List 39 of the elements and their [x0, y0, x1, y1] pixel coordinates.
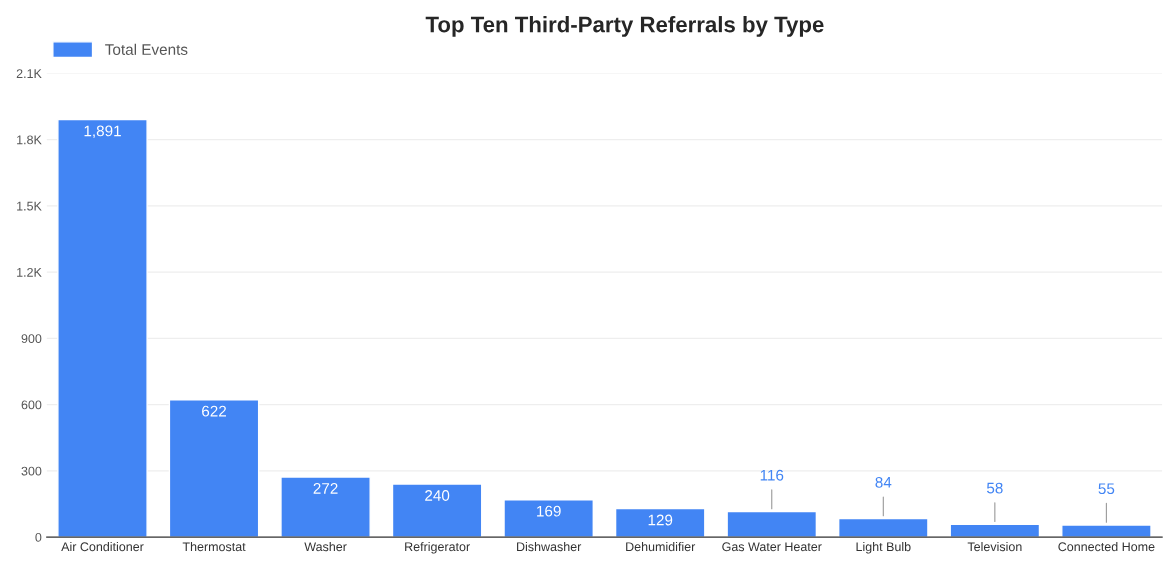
- legend-label: Total Events: [105, 43, 188, 55]
- bar: [614, 507, 706, 538]
- y-tick-label: 1.8K: [17, 135, 42, 145]
- bar: [726, 510, 818, 538]
- bar: [1061, 524, 1152, 538]
- x-tick-label: Dishwasher: [517, 541, 582, 552]
- y-tick-label: 1.2K: [17, 267, 42, 277]
- bar: [391, 483, 483, 538]
- x-tick-label: Dehumidifier: [626, 541, 696, 552]
- chart-title: Top Ten Third-Party Referrals by Type: [425, 16, 824, 37]
- x-tick-label: Gas Water Heater: [722, 542, 822, 552]
- y-tick-label: 2.1K: [16, 69, 42, 78]
- data-label: 169: [537, 505, 561, 517]
- bar: [168, 399, 260, 538]
- x-tick-label: Television: [967, 541, 1022, 552]
- bar: [280, 476, 371, 538]
- y-tick-label: 900: [21, 334, 42, 344]
- data-label: 1,891: [84, 125, 121, 139]
- y-tick-label: 0: [35, 532, 42, 542]
- data-label: 129: [648, 514, 673, 526]
- y-tick-label: 300: [21, 466, 42, 476]
- bar: [57, 118, 148, 538]
- x-tick-label: Connected Home: [1058, 541, 1155, 552]
- data-label: 55: [1098, 483, 1115, 495]
- x-tick-label: Washer: [304, 541, 347, 552]
- data-label: 58: [986, 482, 1003, 494]
- x-tick-label: Refrigerator: [405, 541, 470, 554]
- y-tick-label: 600: [21, 400, 42, 410]
- bar: [503, 499, 594, 538]
- y-tick-label: 1.5K: [17, 201, 42, 211]
- x-tick-label: Thermostat: [182, 541, 246, 552]
- data-label: 272: [313, 483, 338, 494]
- x-tick-label: Light Bulb: [856, 541, 911, 554]
- data-label: 622: [202, 405, 227, 417]
- data-label: 84: [875, 476, 892, 488]
- bar: [837, 517, 929, 538]
- x-tick-label: Air Conditioner: [61, 541, 144, 552]
- data-label: 240: [425, 490, 450, 501]
- data-label: 116: [760, 469, 784, 481]
